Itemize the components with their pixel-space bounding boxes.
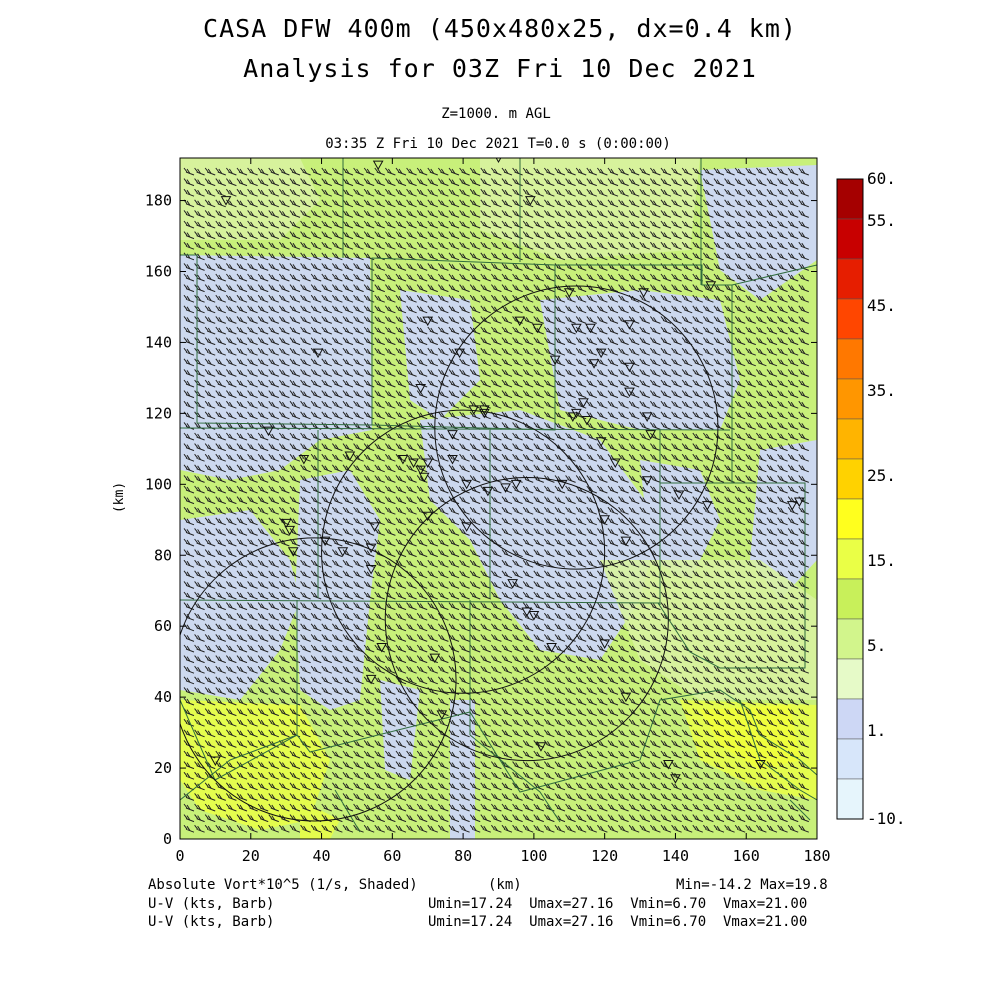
radar-ring — [180, 537, 457, 822]
colorbar-label: 45. — [867, 296, 896, 315]
x-tick-label: 100 — [520, 847, 547, 865]
station-markers — [210, 158, 805, 784]
y-tick-label: 160 — [145, 263, 172, 281]
station-triangles — [210, 158, 805, 784]
colorbar-swatch — [836, 618, 864, 660]
wind-barbs — [183, 167, 809, 833]
x-tick-label: 180 — [803, 847, 830, 865]
radar-ring — [434, 285, 719, 570]
colorbar-swatch — [836, 658, 864, 700]
x-tick-label: 120 — [591, 847, 618, 865]
x-tick-label: 60 — [383, 847, 401, 865]
y-tick-label: 100 — [145, 475, 172, 493]
plot-subtitle: Analysis for 03Z Fri 10 Dec 2021 — [243, 54, 757, 83]
colorbar-swatch — [836, 298, 864, 340]
colorbar-label: 15. — [867, 551, 896, 570]
x-tick-label: 0 — [175, 847, 184, 865]
colorbar-swatch — [836, 378, 864, 420]
y-tick-label: 20 — [154, 759, 172, 777]
y-tick-label: 180 — [145, 192, 172, 210]
colorbar-swatch — [836, 258, 864, 300]
colorbar-label: 60. — [867, 169, 896, 188]
radar-range-rings — [180, 285, 719, 822]
colorbar-swatch — [836, 578, 864, 620]
y-tick-label: 120 — [145, 404, 172, 422]
colorbar-swatch — [836, 458, 864, 500]
valid-time-label: 03:35 Z Fri 10 Dec 2021 T=0.0 s (0:00:00… — [325, 136, 671, 152]
colorbar-swatch — [836, 178, 864, 220]
plot-frame — [179, 157, 818, 840]
colorbar-swatch — [836, 338, 864, 380]
uv-stats-2: Umin=17.24 Umax=27.16 Vmin=6.70 Vmax=21.… — [428, 914, 808, 930]
plot-title: CASA DFW 400m (450x480x25, dx=0.4 km) — [203, 14, 797, 43]
colorbar-swatch — [836, 538, 864, 580]
colorbar-swatch — [836, 498, 864, 540]
min-max-label: Min=-14.2 Max=19.8 — [676, 877, 828, 893]
uv-label-2: U-V (kts, Barb) — [148, 914, 275, 930]
uv-stats-1: Umin=17.24 Umax=27.16 Vmin=6.70 Vmax=21.… — [428, 896, 808, 912]
y-tick-label: 140 — [145, 333, 172, 351]
colorbar-swatch — [836, 698, 864, 740]
vorticity-field — [180, 158, 817, 839]
x-tick-label: 160 — [733, 847, 760, 865]
colorbar-label: 35. — [867, 381, 896, 400]
barb-paths — [183, 167, 809, 833]
colorbar-label: -10. — [867, 809, 906, 828]
colorbar-label: 5. — [867, 636, 886, 655]
x-tick-label: 80 — [454, 847, 472, 865]
radar-ring — [321, 409, 606, 694]
x-tick-label: 40 — [313, 847, 331, 865]
colorbar: 60. 55. 45. 35. 25. 15. 5. 1. -10. — [836, 169, 906, 828]
colorbar-label: 25. — [867, 466, 896, 485]
colorbar-swatch — [836, 778, 864, 820]
uv-label-1: U-V (kts, Barb) — [148, 896, 275, 912]
county-boundaries — [180, 158, 817, 833]
x-axis: 0 20 40 60 80 100 120 140 160 180 — [175, 158, 831, 865]
level-label: Z=1000. m AGL — [441, 106, 551, 122]
colorbar-label: 1. — [867, 721, 886, 740]
colorbar-label: 55. — [867, 211, 896, 230]
colorbar-frame — [836, 178, 864, 820]
x-tick-label: 20 — [242, 847, 260, 865]
y-tick-label: 80 — [154, 546, 172, 564]
y-axis: 0 20 40 60 80 100 120 140 160 180 — [145, 192, 817, 848]
x-axis-label: (km) — [488, 877, 522, 893]
radar-ring — [384, 477, 669, 762]
colorbar-swatch — [836, 218, 864, 260]
x-tick-label: 140 — [662, 847, 689, 865]
colorbar-swatch — [836, 738, 864, 780]
field-label: Absolute Vort*10^5 (1/s, Shaded) — [148, 877, 418, 893]
y-tick-label: 0 — [163, 830, 172, 848]
y-tick-label: 40 — [154, 688, 172, 706]
y-axis-label: (km) — [112, 481, 128, 514]
y-tick-label: 60 — [154, 617, 172, 635]
colorbar-swatch — [836, 418, 864, 460]
